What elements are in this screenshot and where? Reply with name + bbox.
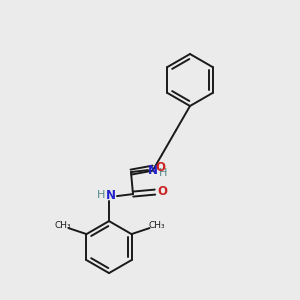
Text: H: H xyxy=(159,168,167,178)
Text: N: N xyxy=(106,189,116,202)
Text: H: H xyxy=(97,190,105,200)
Text: O: O xyxy=(157,184,167,198)
Text: O: O xyxy=(155,160,165,174)
Text: CH₃: CH₃ xyxy=(54,220,71,230)
Text: N: N xyxy=(148,164,158,177)
Text: CH₃: CH₃ xyxy=(148,220,165,230)
